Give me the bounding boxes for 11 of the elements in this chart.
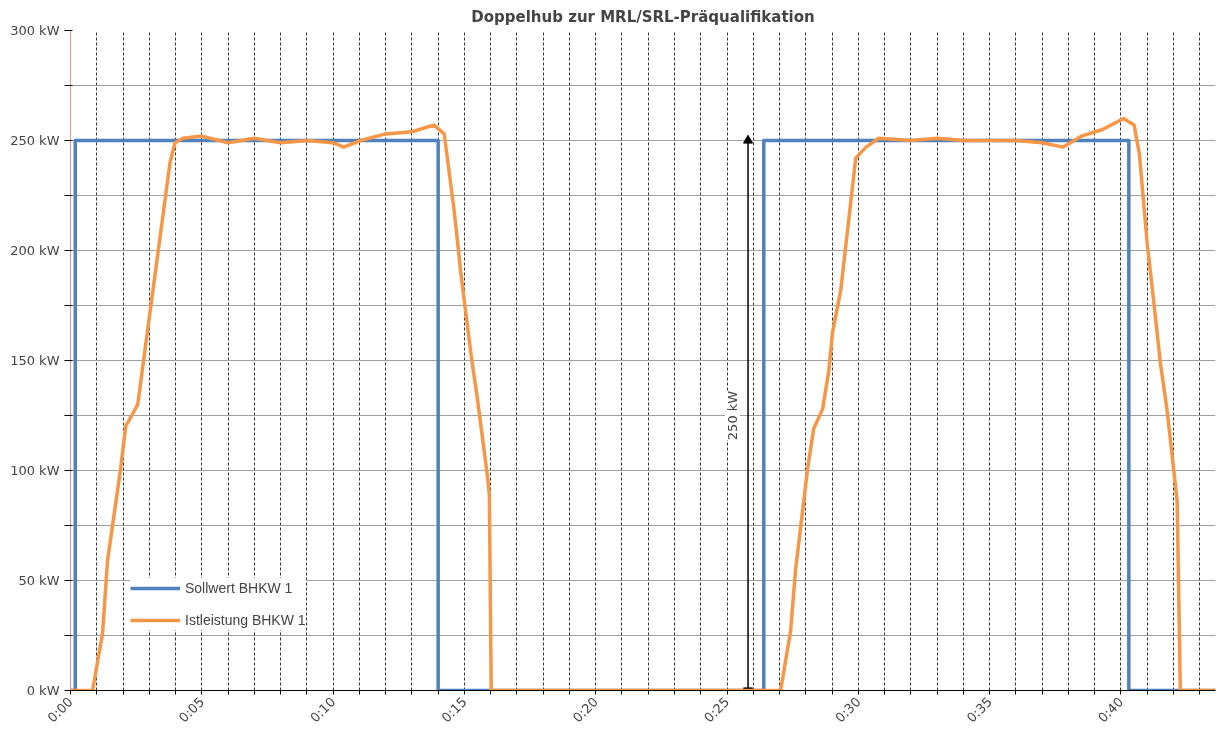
legend-label: Sollwert BHKW 1 — [185, 580, 293, 596]
legend-label: Istleistung BHKW 1 — [185, 612, 306, 628]
y-tick-label: 300 kW — [10, 23, 60, 38]
y-tick-label: 250 kW — [10, 133, 60, 148]
y-tick-label: 0 kW — [26, 683, 60, 698]
chart-title: Doppelhub zur MRL/SRL-Präqualifikation — [471, 7, 815, 26]
annotation: 250 kW — [725, 390, 741, 441]
y-tick-label: 150 kW — [10, 353, 60, 368]
y-tick-label: 200 kW — [10, 243, 60, 258]
y-tick-label: 100 kW — [10, 463, 60, 478]
y-tick-label: 50 kW — [18, 573, 60, 588]
